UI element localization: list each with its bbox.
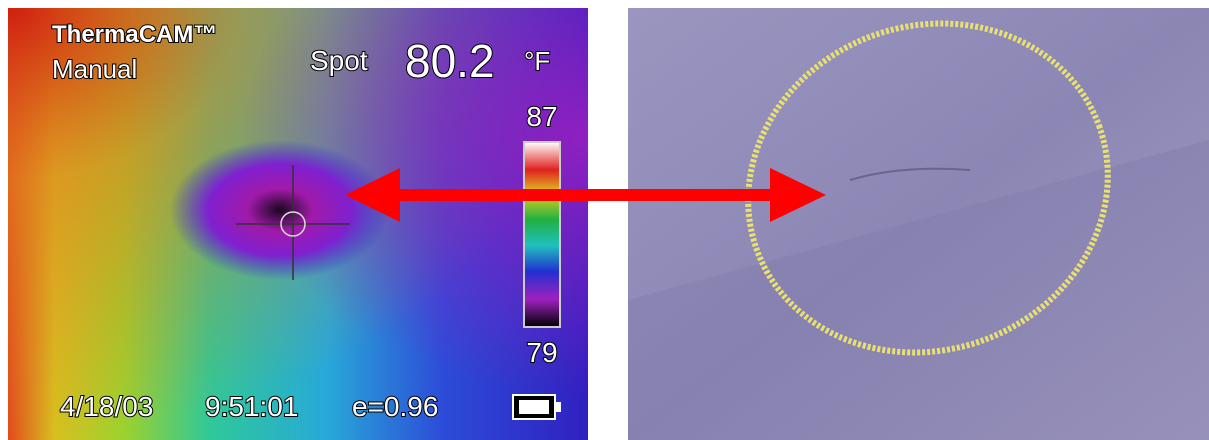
chalk-circle: [745, 20, 1111, 356]
color-scale: [523, 141, 561, 328]
date: 4/18/03: [60, 391, 153, 422]
unit: °F: [524, 46, 550, 76]
photo: [628, 8, 1209, 440]
battery-icon: [512, 394, 561, 420]
scale-min: 79: [526, 337, 557, 368]
brand: ThermaCAM™: [52, 21, 217, 48]
time: 9:51:01: [205, 391, 298, 422]
emissivity: e=0.96: [352, 391, 438, 422]
crosshair: [236, 165, 350, 280]
spot-value: 80.2: [405, 35, 495, 87]
thermal-image: ThermaCAM™ Manual Spot 80.2 °F 87 79 4/1…: [8, 8, 588, 440]
arrow: [345, 168, 826, 222]
scale-max: 87: [526, 101, 557, 132]
spot-label: Spot: [310, 45, 368, 76]
mode: Manual: [52, 54, 137, 84]
